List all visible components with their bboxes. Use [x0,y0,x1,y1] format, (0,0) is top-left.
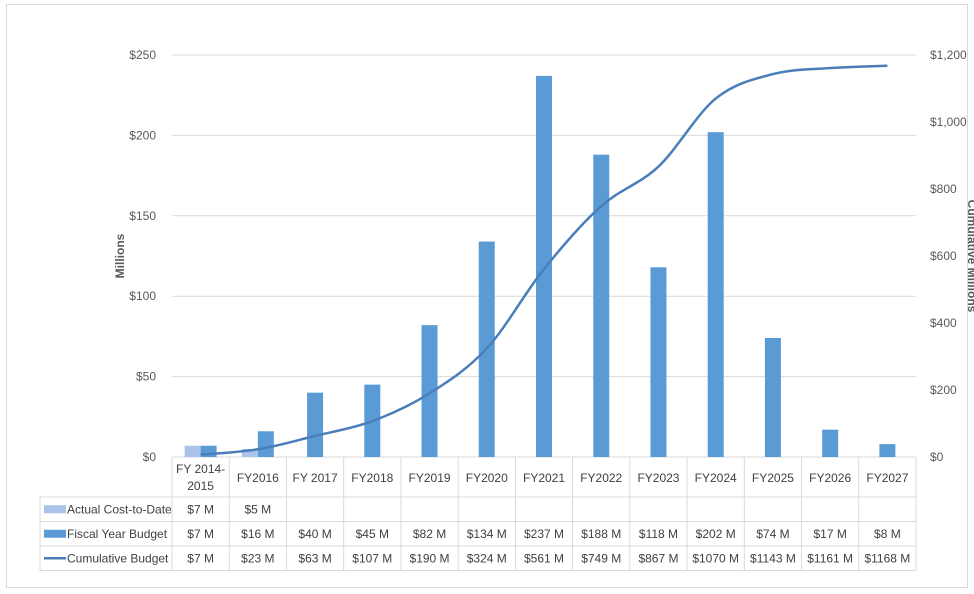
x-category-label: 2015 [187,479,214,493]
bar-actual-cost [241,448,258,457]
x-category-label: FY2020 [466,471,508,485]
x-category-label: FY2016 [237,471,279,485]
x-category-label: FY 2017 [292,471,337,485]
bar-fiscal-year-budget [879,444,896,457]
x-category-label: FY2023 [637,471,679,485]
data-table-cell: $16 M [241,527,274,541]
bar-actual-cost [184,445,201,457]
legend-key-swatch [44,505,66,514]
x-category-label: FY2019 [409,471,451,485]
data-table-cell: $867 M [638,551,678,565]
y-tick-label: $50 [136,370,156,384]
y2-tick-label: $1,200 [930,48,967,62]
bar-fiscal-year-budget [421,325,438,457]
bar-fiscal-year-budget [307,392,324,457]
x-category-label: FY2022 [580,471,622,485]
bar-fiscal-year-budget [650,267,667,457]
data-table-cell: $118 M [639,527,678,541]
bar-fiscal-year-budget [822,429,839,457]
data-table-cell: $188 M [581,527,621,541]
y2-axis-title: Cumulative Millions [965,200,974,313]
bar-fiscal-year-budget [707,132,724,457]
data-table-cell: $7 M [187,502,214,516]
y-tick-label: $150 [129,209,156,223]
data-table-cell: $74 M [756,527,789,541]
legend-label: Actual Cost-to-Date [67,502,172,516]
data-table-cell: $1168 M [864,551,910,565]
data-table-cell: $190 M [410,551,450,565]
y2-tick-label: $1,000 [930,115,967,129]
data-table-cell: $5 M [245,502,272,516]
y-tick-label: $200 [129,128,156,142]
data-table-cell: $23 M [241,551,274,565]
x-category-label: FY2025 [752,471,794,485]
data-table-cell: $7 M [187,527,214,541]
y2-tick-label: $800 [930,182,957,196]
y2-tick-label: $600 [930,249,957,263]
y-tick-label: $100 [129,289,156,303]
bar-fiscal-year-budget [593,154,610,458]
data-table-cell: $8 M [874,527,901,541]
data-table-cell: $7 M [187,551,214,565]
bar-fiscal-year-budget [200,445,217,457]
x-category-label: FY2026 [809,471,851,485]
data-table-cell: $202 M [696,527,736,541]
x-category-label: FY2018 [351,471,393,485]
data-table-cell: $82 M [413,527,446,541]
y-axis-title: Millions [113,233,127,278]
data-table-cell: $749 M [581,551,621,565]
data-table-cell: $45 M [356,527,389,541]
x-category-label: FY2027 [866,471,908,485]
data-table-cell: $324 M [467,551,507,565]
x-category-label: FY 2014- [176,462,225,476]
data-table-cell: $1070 M [692,551,739,565]
line-cumulative-budget [200,64,888,456]
data-table-cell: $134 M [467,527,507,541]
bar-fiscal-year-budget [257,431,274,457]
data-table-cell: $17 M [813,527,846,541]
y-tick-label: $250 [129,48,156,62]
y2-tick-label: $400 [930,316,957,330]
legend-key-swatch [44,529,66,538]
legend-label: Cumulative Budget [67,551,169,565]
x-category-label: FY2024 [695,471,737,485]
data-table-cell: $107 M [352,551,392,565]
legend-label: Fiscal Year Budget [67,527,168,541]
y2-tick-label: $0 [930,450,944,464]
data-table-cell: $40 M [298,527,331,541]
x-category-label: FY2021 [523,471,565,485]
data-table-cell: $237 M [524,527,564,541]
data-table-cell: $63 M [298,551,331,565]
y-tick-label: $0 [143,450,157,464]
bar-fiscal-year-budget [764,338,781,457]
data-table-cell: $561 M [524,551,564,565]
y2-tick-label: $200 [930,383,957,397]
bar-fiscal-year-budget [536,75,552,458]
data-table-cell: $1161 M [807,551,853,565]
data-table-cell: $1143 M [750,551,796,565]
